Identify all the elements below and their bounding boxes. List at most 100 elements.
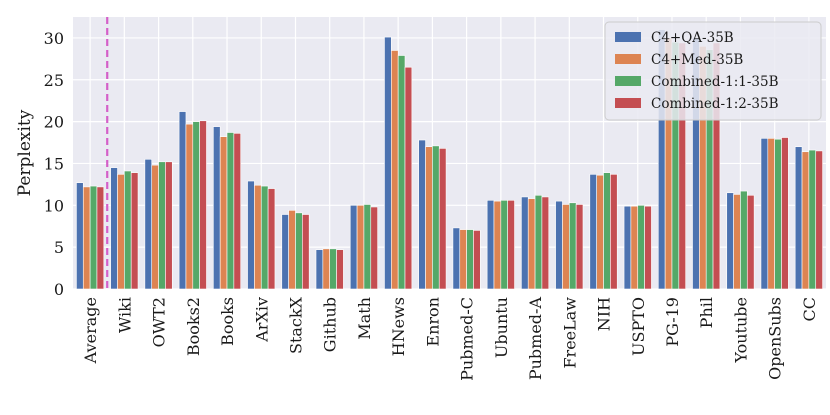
bar-cc-series-1: [794, 146, 803, 290]
bar-opensubs-series-3: [774, 138, 782, 290]
bar-average-series-1: [76, 182, 84, 290]
bar-nih-series-3: [603, 172, 611, 290]
bar-youtube-series-1: [726, 192, 734, 290]
y-tick-label: 25: [44, 71, 64, 90]
bar-books2-series-2: [185, 123, 194, 290]
bar-arxiv-series-3: [260, 185, 269, 290]
bar-books-series-4: [233, 133, 242, 290]
bar-pubmed-a-series-2: [527, 198, 536, 290]
y-tick-label: 10: [44, 196, 64, 215]
x-tick-label: USPTO: [629, 297, 648, 356]
bar-youtube-series-3: [740, 190, 748, 290]
bar-cc-series-4: [815, 150, 823, 290]
bar-hnews-series-1: [384, 36, 392, 290]
bar-github-series-2: [322, 248, 331, 290]
bar-wiki-series-1: [110, 167, 118, 290]
bar-owt2-series-3: [158, 161, 166, 290]
y-tick-label: 20: [44, 113, 64, 132]
x-tick-label: Github: [321, 297, 340, 352]
bar-pubmed-c-series-4: [473, 230, 481, 290]
x-tick-label: Enron: [423, 297, 442, 347]
bar-nih-series-1: [589, 174, 597, 290]
bar-enron-series-4: [438, 148, 447, 290]
bar-ubuntu-series-1: [486, 199, 495, 290]
bar-books2-series-4: [199, 120, 207, 290]
bar-uspto-series-3: [637, 205, 645, 290]
bar-average-series-4: [96, 186, 105, 290]
x-tick-label: Wiki: [115, 297, 134, 333]
bar-average-series-3: [89, 185, 98, 290]
bar-nih-series-4: [610, 174, 618, 290]
x-tick-label: Pubmed-A: [526, 297, 545, 381]
x-tick-label: Youtube: [731, 297, 750, 364]
bar-stackx-series-3: [295, 212, 303, 290]
bar-ubuntu-series-4: [507, 199, 515, 290]
bar-wiki-series-3: [124, 170, 132, 290]
bar-opensubs-series-2: [767, 138, 775, 290]
bar-uspto-series-2: [630, 205, 639, 290]
bar-freelaw-series-3: [568, 202, 577, 290]
bar-owt2-series-4: [165, 161, 173, 290]
legend-swatch: [615, 32, 641, 42]
bar-freelaw-series-1: [555, 200, 563, 290]
bar-books-series-1: [213, 126, 221, 290]
bar-freelaw-series-4: [575, 204, 584, 290]
bar-ubuntu-series-2: [493, 200, 502, 290]
bar-opensubs-series-1: [760, 138, 769, 290]
y-tick-label: 0: [54, 280, 64, 299]
bar-arxiv-series-2: [254, 184, 262, 290]
legend: C4+QA-35B C4+Med-35B Combined-1:1-35B Combi…: [604, 21, 822, 121]
bar-uspto-series-4: [644, 205, 652, 290]
bar-math-series-3: [363, 204, 372, 290]
bar-youtube-series-2: [733, 194, 741, 290]
x-tick-label: Books: [218, 297, 237, 346]
legend-box: [604, 21, 822, 121]
x-tick-label: Math: [355, 297, 374, 340]
bar-arxiv-series-4: [267, 188, 276, 290]
x-tick-label: Average: [81, 297, 100, 364]
x-tick-label: FreeLaw: [560, 297, 579, 369]
bar-enron-series-1: [418, 139, 426, 290]
bar-enron-series-3: [432, 145, 440, 290]
legend-swatch: [615, 54, 641, 64]
bar-math-series-4: [370, 206, 378, 290]
x-tick-label: Pubmed-C: [458, 297, 477, 381]
x-tick-label: Books2: [184, 297, 203, 356]
x-tick-label: OWT2: [150, 297, 169, 347]
x-tick-label: ArXiv: [252, 297, 271, 343]
bar-wiki-series-2: [117, 174, 125, 290]
x-tick-label: OpenSubs: [766, 297, 785, 380]
bar-stackx-series-2: [288, 210, 296, 290]
y-tick-label: 30: [44, 29, 64, 48]
bar-uspto-series-1: [623, 205, 632, 290]
bar-hnews-series-3: [397, 55, 406, 290]
bar-freelaw-series-2: [562, 204, 570, 290]
x-tick-label: NIH: [595, 297, 614, 331]
bar-youtube-series-4: [746, 194, 755, 290]
bar-pubmed-c-series-1: [452, 227, 461, 290]
legend-swatch: [615, 98, 641, 108]
legend-swatch: [615, 76, 641, 86]
bar-pubmed-c-series-2: [459, 229, 467, 290]
bar-github-series-4: [336, 249, 344, 290]
bar-books-series-3: [226, 132, 235, 290]
bar-cc-series-2: [801, 151, 810, 290]
legend-label: C4+Med-35B: [651, 52, 743, 68]
bar-stackx-series-1: [281, 214, 289, 290]
x-tick-label: CC: [800, 297, 819, 321]
bar-math-series-2: [356, 205, 365, 290]
bar-owt2-series-1: [144, 158, 153, 290]
x-tick-label: HNews: [389, 297, 408, 356]
bar-arxiv-series-1: [247, 180, 255, 290]
bar-hnews-series-2: [391, 50, 399, 290]
bar-enron-series-2: [425, 146, 433, 290]
bar-average-series-2: [82, 186, 91, 290]
y-axis-title: Perplexity: [15, 109, 35, 196]
bar-nih-series-2: [596, 174, 604, 290]
bar-github-series-1: [315, 249, 324, 290]
bar-pubmed-c-series-3: [466, 229, 474, 290]
bar-owt2-series-2: [151, 164, 159, 290]
y-tick-labels: 0 5 10 15 20 25 30: [44, 29, 64, 299]
y-tick-label: 5: [54, 238, 64, 257]
